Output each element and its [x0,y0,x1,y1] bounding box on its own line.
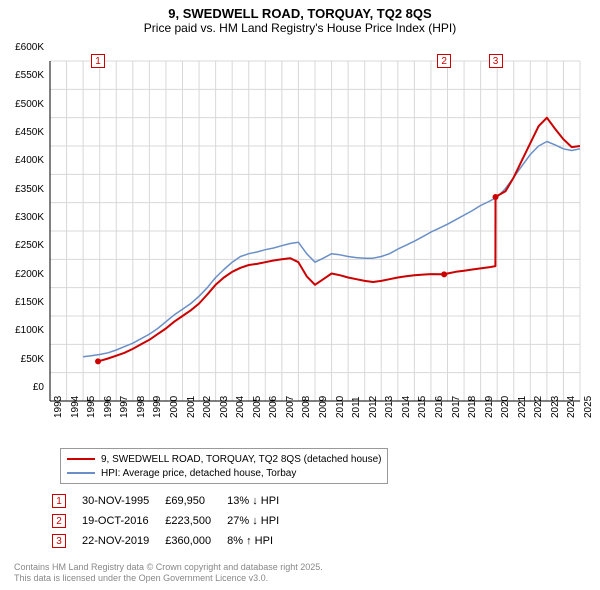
x-tick-label: 2001 [186,396,197,418]
legend-swatch-property [67,458,95,460]
sale-row: 130-NOV-1995£69,95013% ↓ HPI [52,492,293,510]
x-tick-label: 2005 [252,396,263,418]
attribution-line2: This data is licensed under the Open Gov… [14,573,323,584]
sale-marker-cell: 2 [52,512,80,530]
x-tick-label: 2008 [301,396,312,418]
x-tick-label: 2018 [467,396,478,418]
sale-marker-cell: 1 [52,492,80,510]
chart-title-block: 9, SWEDWELL ROAD, TORQUAY, TQ2 8QS Price… [0,0,600,37]
x-tick-label: 1993 [53,396,64,418]
x-tick-label: 2002 [202,396,213,418]
y-tick-label: £600K [4,42,44,53]
x-tick-label: 2017 [451,396,462,418]
x-tick-label: 2025 [583,396,594,418]
line-chart [46,44,590,440]
legend-label-hpi: HPI: Average price, detached house, Torb… [101,468,296,479]
x-tick-label: 1999 [152,396,163,418]
title-line2: Price paid vs. HM Land Registry's House … [0,21,600,35]
x-tick-label: 2010 [335,396,346,418]
chart-area [46,44,590,440]
x-tick-label: 2016 [434,396,445,418]
x-tick-label: 2006 [268,396,279,418]
sale-marker-2: 2 [437,54,451,68]
sales-table: 130-NOV-1995£69,95013% ↓ HPI 219-OCT-2016… [50,490,295,552]
sale-marker-3: 3 [489,54,503,68]
y-tick-label: £500K [4,99,44,110]
x-tick-label: 2012 [368,396,379,418]
y-tick-label: £50K [4,354,44,365]
legend-label-property: 9, SWEDWELL ROAD, TORQUAY, TQ2 8QS (deta… [101,454,381,465]
legend-item-hpi: HPI: Average price, detached house, Torb… [67,466,381,480]
y-tick-label: £200K [4,269,44,280]
x-tick-label: 2021 [517,396,528,418]
x-tick-label: 2022 [533,396,544,418]
sale-date: 19-OCT-2016 [82,512,163,530]
y-tick-label: £550K [4,70,44,81]
y-tick-label: £250K [4,240,44,251]
sale-price: £223,500 [165,512,225,530]
x-tick-label: 2020 [500,396,511,418]
sale-date: 30-NOV-1995 [82,492,163,510]
x-tick-label: 2023 [550,396,561,418]
x-tick-label: 2019 [484,396,495,418]
x-tick-label: 1995 [86,396,97,418]
x-tick-label: 1997 [119,396,130,418]
legend-swatch-hpi [67,472,95,474]
x-tick-label: 2014 [401,396,412,418]
x-tick-label: 1996 [103,396,114,418]
sale-row: 322-NOV-2019£360,0008% ↑ HPI [52,532,293,550]
y-tick-label: £0 [4,382,44,393]
legend-item-property: 9, SWEDWELL ROAD, TORQUAY, TQ2 8QS (deta… [67,452,381,466]
x-tick-label: 2004 [235,396,246,418]
sale-marker-cell: 3 [52,532,80,550]
sale-delta: 27% ↓ HPI [227,512,293,530]
legend: 9, SWEDWELL ROAD, TORQUAY, TQ2 8QS (deta… [60,448,388,484]
sale-date: 22-NOV-2019 [82,532,163,550]
x-tick-label: 2009 [318,396,329,418]
y-tick-label: £350K [4,184,44,195]
sale-delta: 8% ↑ HPI [227,532,293,550]
x-tick-label: 2024 [566,396,577,418]
attribution-line1: Contains HM Land Registry data © Crown c… [14,562,323,573]
y-tick-label: £450K [4,127,44,138]
x-tick-label: 1998 [136,396,147,418]
y-tick-label: £150K [4,297,44,308]
title-line1: 9, SWEDWELL ROAD, TORQUAY, TQ2 8QS [0,6,600,21]
attribution: Contains HM Land Registry data © Crown c… [14,562,323,584]
x-tick-label: 2000 [169,396,180,418]
x-tick-label: 2003 [219,396,230,418]
y-tick-label: £300K [4,212,44,223]
y-tick-label: £400K [4,155,44,166]
x-tick-label: 1994 [70,396,81,418]
sale-marker-1: 1 [91,54,105,68]
sale-price: £69,950 [165,492,225,510]
x-tick-label: 2007 [285,396,296,418]
x-tick-label: 2015 [417,396,428,418]
sale-price: £360,000 [165,532,225,550]
x-tick-label: 2011 [351,396,362,418]
sale-delta: 13% ↓ HPI [227,492,293,510]
x-tick-label: 2013 [384,396,395,418]
sale-row: 219-OCT-2016£223,50027% ↓ HPI [52,512,293,530]
y-tick-label: £100K [4,325,44,336]
